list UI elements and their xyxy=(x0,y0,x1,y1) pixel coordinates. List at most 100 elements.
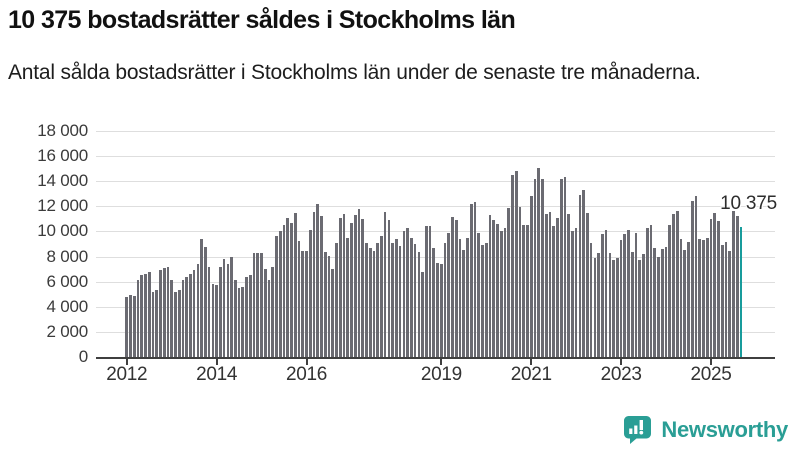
bar xyxy=(683,249,687,357)
bar xyxy=(327,255,331,357)
gridline xyxy=(96,206,775,208)
bar xyxy=(735,216,739,357)
x-axis-tick xyxy=(215,359,218,365)
bar xyxy=(271,267,275,357)
bar xyxy=(192,270,196,357)
bar xyxy=(338,217,342,357)
gridline xyxy=(96,281,775,283)
chart-subtitle: Antal sålda bostadsrätter i Stockholms l… xyxy=(8,61,701,84)
x-axis-line xyxy=(96,357,775,359)
bar xyxy=(514,170,518,357)
bar xyxy=(694,196,698,357)
x-axis-tick-label: 2025 xyxy=(690,364,732,385)
gridline xyxy=(96,156,775,158)
bar xyxy=(518,206,522,357)
y-axis-tick-label: 6 000 xyxy=(46,271,88,291)
bar xyxy=(147,271,151,357)
logo-exclamation-dot xyxy=(639,430,644,435)
bar xyxy=(368,247,372,357)
bar xyxy=(473,201,477,357)
bar xyxy=(462,250,466,357)
y-axis-tick-label: 4 000 xyxy=(46,296,88,316)
bar xyxy=(720,244,724,357)
bar xyxy=(316,204,320,357)
bar xyxy=(226,264,230,357)
bar xyxy=(690,201,694,357)
bar xyxy=(196,264,200,357)
bar xyxy=(436,263,439,357)
y-axis-tick-label: 12 000 xyxy=(37,196,88,216)
bar xyxy=(425,226,428,357)
bar xyxy=(275,236,278,357)
bar xyxy=(234,280,237,357)
bar xyxy=(499,231,503,357)
bar xyxy=(630,251,634,357)
latest-value-label: 10 375 xyxy=(720,193,777,214)
bar xyxy=(170,280,174,357)
bar xyxy=(323,252,327,357)
bar xyxy=(432,248,436,357)
newsworthy-logo-icon xyxy=(624,416,652,444)
bar xyxy=(593,258,597,357)
gridline xyxy=(96,231,775,233)
bar xyxy=(660,248,664,357)
bar xyxy=(410,237,413,357)
bar xyxy=(215,284,218,357)
bar xyxy=(556,218,559,357)
bar xyxy=(144,274,147,357)
x-axis-tick xyxy=(125,359,128,365)
bar xyxy=(406,227,409,357)
bar xyxy=(293,212,297,357)
x-axis-tick-label: 2019 xyxy=(420,364,462,385)
bar xyxy=(567,214,570,357)
bar xyxy=(129,295,132,357)
bar xyxy=(181,280,185,357)
bar xyxy=(454,219,458,357)
newsworthy-logo-text: Newsworthy xyxy=(661,417,788,442)
bar xyxy=(589,242,593,357)
bar xyxy=(698,238,702,357)
logo-exclamation-bar xyxy=(640,420,644,430)
bar xyxy=(507,207,511,357)
logo-bar-medium xyxy=(634,425,638,434)
bar xyxy=(709,218,713,357)
logo-bar-small xyxy=(629,428,633,434)
bar xyxy=(391,242,394,357)
bar xyxy=(484,242,488,357)
bar xyxy=(533,179,537,357)
bar xyxy=(342,214,346,357)
gridline xyxy=(96,256,775,258)
bar xyxy=(387,219,391,357)
bar xyxy=(211,284,215,357)
bar xyxy=(601,233,604,357)
bar xyxy=(615,258,619,357)
bar xyxy=(732,211,735,357)
bar xyxy=(200,238,203,357)
bar xyxy=(526,225,529,357)
bar xyxy=(451,217,454,357)
bar xyxy=(612,259,615,357)
x-axis-tick xyxy=(440,359,443,365)
bar xyxy=(458,238,462,357)
bar xyxy=(398,245,402,357)
bar xyxy=(312,211,316,357)
bar xyxy=(248,275,252,357)
highlighted-bar xyxy=(739,226,743,357)
bar xyxy=(376,242,379,357)
bar xyxy=(222,259,226,357)
bar xyxy=(151,291,155,357)
y-axis-tick-label: 14 000 xyxy=(37,171,88,191)
bar xyxy=(207,267,211,357)
bar xyxy=(668,224,672,357)
bar xyxy=(402,230,406,357)
bar xyxy=(282,225,286,357)
bar xyxy=(522,224,526,357)
bar xyxy=(219,267,222,357)
y-axis-tick-label: 10 000 xyxy=(37,221,88,241)
bar xyxy=(687,242,690,357)
bar xyxy=(350,222,353,357)
bar xyxy=(241,286,245,357)
bar xyxy=(320,216,323,357)
bar xyxy=(417,251,421,357)
